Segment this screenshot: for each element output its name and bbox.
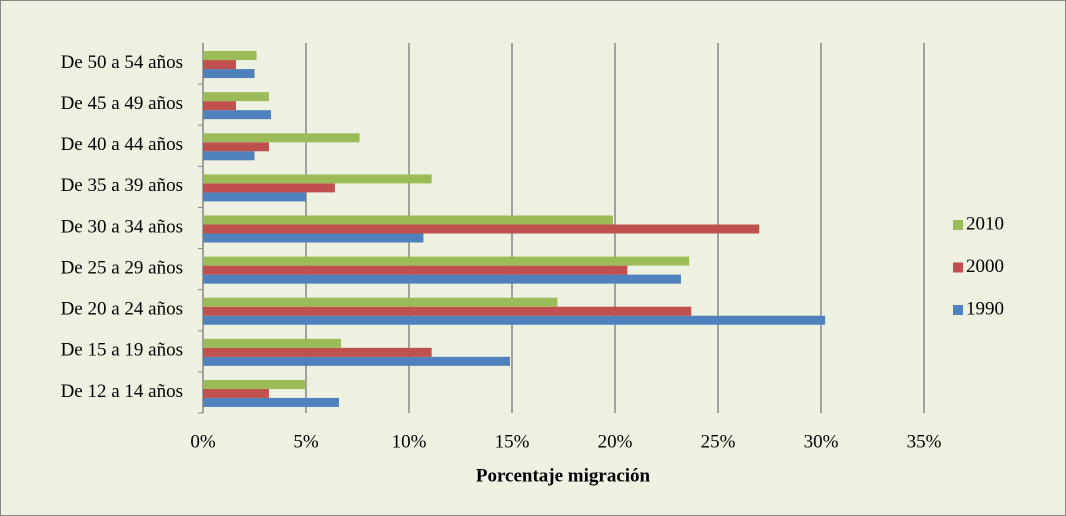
bar — [203, 183, 335, 193]
bar — [203, 297, 558, 307]
bar — [203, 356, 510, 366]
y-tick-label: De 15 a 19 años — [61, 340, 183, 361]
legend-swatch — [953, 305, 963, 315]
bar — [203, 315, 826, 325]
bar — [203, 306, 692, 316]
y-tick-label: De 20 a 24 años — [61, 299, 183, 320]
x-tick-label: 25% — [701, 431, 736, 452]
bar — [203, 174, 432, 184]
y-tick-label: De 25 a 29 años — [61, 257, 183, 278]
y-tick-label: De 35 a 39 años — [61, 175, 183, 196]
x-tick-label: 0% — [190, 431, 216, 452]
bar — [203, 69, 255, 79]
legend-swatch — [953, 220, 963, 230]
x-tick-label: 20% — [598, 431, 633, 452]
bar — [203, 338, 342, 348]
bar — [203, 133, 360, 143]
x-tick-label: 35% — [907, 431, 942, 452]
bar — [203, 142, 269, 152]
bar — [203, 274, 681, 284]
y-tick-label: De 30 a 34 años — [61, 216, 183, 237]
x-tick-label: 10% — [392, 431, 427, 452]
bar — [203, 388, 269, 398]
bar — [203, 192, 306, 202]
x-tick-label: 15% — [495, 431, 530, 452]
y-tick-label: De 40 a 44 años — [61, 134, 183, 155]
bar — [203, 224, 760, 234]
bar — [203, 379, 306, 389]
y-tick-label: De 45 a 49 años — [61, 93, 183, 114]
y-tick-label: De 50 a 54 años — [61, 52, 183, 73]
legend-label: 1990 — [966, 298, 1004, 319]
bar — [203, 397, 339, 407]
legend-swatch — [953, 262, 963, 273]
x-tick-label: 30% — [804, 431, 839, 452]
bar — [203, 265, 628, 275]
legend-label: 2010 — [966, 213, 1004, 234]
x-tick-label: 5% — [293, 431, 319, 452]
bar — [203, 51, 257, 61]
bar — [203, 256, 690, 266]
bar — [203, 60, 236, 70]
y-tick-label: De 12 a 14 años — [61, 381, 183, 402]
x-axis-title: Porcentaje migración — [476, 465, 651, 486]
bar — [203, 110, 271, 120]
bar — [203, 347, 432, 357]
bar — [203, 151, 255, 161]
bar — [203, 233, 424, 243]
bar — [203, 215, 613, 225]
bar — [203, 101, 236, 111]
bar — [203, 92, 269, 102]
legend-label: 2000 — [966, 256, 1004, 277]
